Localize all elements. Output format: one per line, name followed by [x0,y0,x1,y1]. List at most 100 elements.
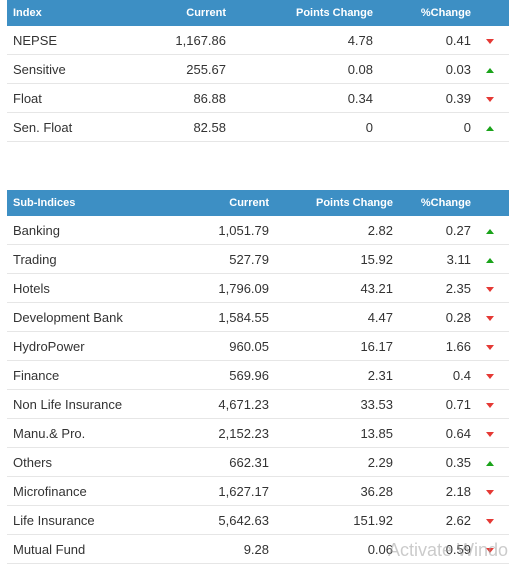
row-arrow-cell [471,505,509,535]
header-points-change: Points Change [226,0,373,26]
row-arrow-cell [471,534,509,564]
row-arrow-cell [471,26,509,55]
row-arrow-cell [471,244,509,274]
table-row: Microfinance 1,627.17 36.28 2.18 [7,476,509,506]
row-current: 1,584.55 [181,302,269,332]
row-arrow-cell [471,273,509,303]
header-arrow-spacer [471,0,509,26]
row-current: 255.67 [137,54,226,84]
row-name: Microfinance [7,476,181,506]
arrow-up-icon [486,125,494,131]
row-arrow-cell [471,447,509,477]
row-name: Trading [7,244,181,274]
row-current: 5,642.63 [181,505,269,535]
row-arrow-cell [471,331,509,361]
header-pct-change: %Change [373,0,471,26]
table-row: Manu.& Pro. 2,152.23 13.85 0.64 [7,418,509,448]
row-points-change: 16.17 [269,331,393,361]
row-name: Finance [7,360,181,390]
row-points-change: 0.08 [226,54,373,84]
header-points-change: Points Change [269,190,393,216]
subindex-table: Sub-Indices Current Points Change %Chang… [7,190,509,564]
row-current: 1,796.09 [181,273,269,303]
arrow-down-icon [486,286,494,292]
row-points-change: 15.92 [269,244,393,274]
row-name: HydroPower [7,331,181,361]
row-pct-change: 0.4 [393,360,471,390]
arrow-down-icon [486,344,494,350]
row-pct-change: 0.59 [393,534,471,564]
row-name: Banking [7,216,181,245]
row-current: 1,167.86 [137,26,226,55]
arrow-down-icon [486,315,494,321]
row-pct-change: 0.03 [373,54,471,84]
row-arrow-cell [471,54,509,84]
table-row: Finance 569.96 2.31 0.4 [7,360,509,390]
row-pct-change: 0.27 [393,216,471,245]
table-row: Life Insurance 5,642.63 151.92 2.62 [7,505,509,535]
table-row: Non Life Insurance 4,671.23 33.53 0.71 [7,389,509,419]
row-points-change: 43.21 [269,273,393,303]
row-arrow-cell [471,302,509,332]
row-points-change: 36.28 [269,476,393,506]
row-name: Mutual Fund [7,534,181,564]
table-row: HydroPower 960.05 16.17 1.66 [7,331,509,361]
header-index: Index [7,0,137,26]
row-points-change: 2.29 [269,447,393,477]
arrow-down-icon [486,38,494,44]
row-pct-change: 0.39 [373,83,471,113]
row-points-change: 0.34 [226,83,373,113]
row-pct-change: 0.71 [393,389,471,419]
row-current: 527.79 [181,244,269,274]
row-pct-change: 3.11 [393,244,471,274]
row-current: 662.31 [181,447,269,477]
header-arrow-spacer [471,190,509,216]
arrow-down-icon [486,402,494,408]
row-pct-change: 2.62 [393,505,471,535]
row-name: Float [7,83,137,113]
row-current: 1,627.17 [181,476,269,506]
arrow-up-icon [486,67,494,73]
row-current: 4,671.23 [181,389,269,419]
table-row: Development Bank 1,584.55 4.47 0.28 [7,302,509,332]
row-name: Sen. Float [7,112,137,142]
arrow-up-icon [486,257,494,263]
row-current: 2,152.23 [181,418,269,448]
index-table-header: Index Current Points Change %Change [7,0,509,26]
arrow-down-icon [486,373,494,379]
row-name: Sensitive [7,54,137,84]
header-current: Current [181,190,269,216]
arrow-down-icon [486,489,494,495]
table-row: Trading 527.79 15.92 3.11 [7,244,509,274]
table-row: Others 662.31 2.29 0.35 [7,447,509,477]
row-points-change: 151.92 [269,505,393,535]
table-row: Sensitive 255.67 0.08 0.03 [7,54,509,84]
table-row: Banking 1,051.79 2.82 0.27 [7,216,509,245]
table-row: Hotels 1,796.09 43.21 2.35 [7,273,509,303]
row-pct-change: 0.64 [393,418,471,448]
row-current: 86.88 [137,83,226,113]
row-pct-change: 0 [373,112,471,142]
subindex-table-header: Sub-Indices Current Points Change %Chang… [7,190,509,216]
index-table: Index Current Points Change %Change NEPS… [7,0,509,142]
table-row: Sen. Float 82.58 0 0 [7,112,509,142]
row-pct-change: 0.41 [373,26,471,55]
row-pct-change: 0.28 [393,302,471,332]
row-name: Development Bank [7,302,181,332]
row-name: NEPSE [7,26,137,55]
row-points-change: 33.53 [269,389,393,419]
row-arrow-cell [471,83,509,113]
arrow-down-icon [486,518,494,524]
row-current: 82.58 [137,112,226,142]
row-current: 960.05 [181,331,269,361]
row-current: 1,051.79 [181,216,269,245]
row-arrow-cell [471,476,509,506]
table-row: Float 86.88 0.34 0.39 [7,83,509,113]
arrow-up-icon [486,460,494,466]
table-row: Mutual Fund 9.28 0.06 0.59 [7,534,509,564]
header-sub-indices: Sub-Indices [7,190,181,216]
arrow-down-icon [486,96,494,102]
arrow-down-icon [486,547,494,553]
row-current: 9.28 [181,534,269,564]
row-points-change: 4.47 [269,302,393,332]
